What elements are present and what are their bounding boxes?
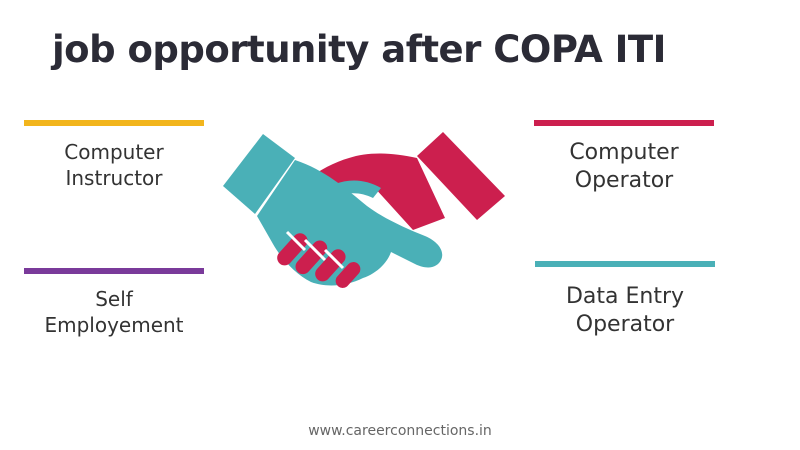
job-label-line2: Employement xyxy=(44,312,184,337)
job-label-line1: Computer xyxy=(64,140,164,164)
crimson-finger xyxy=(335,262,361,288)
accent-bar-data-entry-operator xyxy=(535,261,715,267)
page-title: job opportunity after COPA ITI xyxy=(52,28,666,71)
accent-bar-computer-operator xyxy=(534,120,714,126)
crimson-finger xyxy=(295,240,328,275)
footer-url: www.careerconnections.in xyxy=(308,423,492,439)
teal-cuff xyxy=(223,134,295,214)
accent-bar-self-employement xyxy=(24,268,204,274)
job-label-line1: Data Entry xyxy=(565,284,685,309)
crimson-cuff xyxy=(417,132,505,220)
job-label-line1: Computer xyxy=(569,140,679,165)
job-label-line1: Self xyxy=(95,287,133,311)
job-label-self-employement: Self Employement xyxy=(24,287,204,338)
handshake-icon xyxy=(223,132,505,288)
teal-thumb xyxy=(335,180,381,198)
job-label-computer-instructor: Computer Instructor xyxy=(24,140,204,191)
job-label-line2: Operator xyxy=(574,168,674,194)
job-label-line2: Instructor xyxy=(65,165,163,190)
crimson-hand xyxy=(307,153,445,230)
teal-hand xyxy=(257,160,443,286)
job-label-data-entry-operator: Data Entry Operator xyxy=(535,283,715,339)
finger-gap xyxy=(285,230,307,252)
accent-bar-computer-instructor xyxy=(24,120,204,126)
finger-gap xyxy=(323,248,345,270)
job-label-line2: Operator xyxy=(575,312,675,338)
crimson-finger xyxy=(315,249,346,282)
crimson-finger xyxy=(277,233,308,266)
finger-gap xyxy=(303,238,327,262)
job-label-computer-operator: Computer Operator xyxy=(534,139,714,195)
